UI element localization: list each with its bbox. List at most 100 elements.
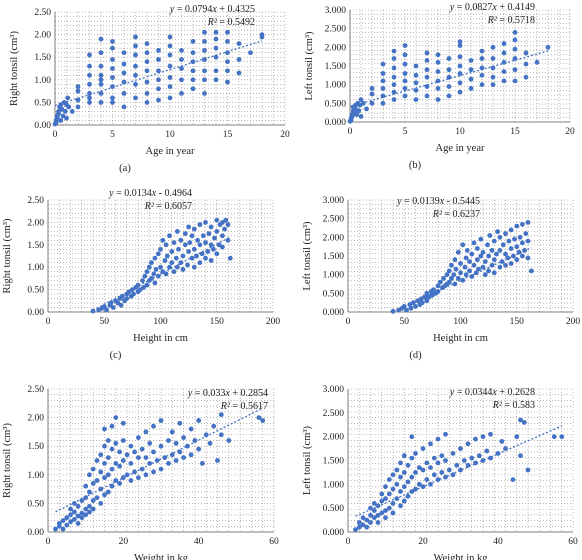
data-point: [190, 68, 196, 74]
data-point: [391, 97, 397, 102]
data-point: [402, 86, 408, 91]
y-tick-label: 0.500: [325, 99, 347, 109]
y-axis-title: Right tonsil (cm³): [2, 423, 13, 498]
data-point: [64, 522, 70, 528]
data-point: [200, 461, 205, 466]
data-point: [121, 91, 127, 96]
data-point: [144, 269, 150, 275]
data-point: [218, 412, 224, 418]
y-axis-title: Right tonsil (cm³): [2, 218, 13, 293]
data-point: [160, 237, 166, 243]
data-point: [75, 521, 81, 526]
data-point: [497, 248, 503, 253]
data-point: [413, 72, 419, 78]
data-point: [206, 231, 212, 237]
data-point: [458, 270, 463, 276]
data-point: [133, 72, 138, 78]
data-point: [113, 440, 119, 446]
data-point: [167, 233, 172, 239]
data-point: [497, 264, 503, 270]
data-point: [467, 259, 472, 264]
data-point: [173, 440, 179, 446]
data-point: [87, 52, 92, 58]
data-point: [534, 59, 540, 65]
data-point: [121, 50, 127, 56]
data-point: [446, 268, 452, 274]
data-point: [194, 253, 199, 259]
data-point: [156, 97, 161, 103]
data-point: [98, 469, 104, 475]
y-axis-title: Left tonsil (cm³): [302, 425, 313, 495]
data-point: [437, 279, 443, 285]
data-point: [446, 279, 452, 285]
data-point: [173, 458, 179, 463]
y-tick-label: 0.000: [323, 528, 345, 538]
data-point: [489, 248, 495, 253]
r-squared-label: R² = 0.6237: [432, 209, 480, 220]
data-point: [215, 458, 220, 463]
data-point: [64, 515, 70, 521]
panel-c: 0.00 0.50 1.00 1.50 2.00 2.50 0 50 100 150 200 Heig…: [2, 188, 280, 361]
data-point: [435, 97, 441, 102]
y-tick-label: 0.500: [323, 289, 345, 299]
data-point: [109, 446, 115, 452]
data-point: [117, 449, 122, 455]
data-point: [202, 91, 207, 96]
data-point: [431, 472, 437, 478]
data-point: [379, 498, 385, 504]
panel-label: (c): [110, 350, 122, 361]
data-point: [188, 452, 194, 458]
data-point: [443, 458, 448, 463]
data-point: [413, 486, 418, 492]
data-point: [503, 231, 508, 237]
data-point: [371, 508, 377, 513]
data-point: [494, 251, 499, 257]
data-point: [369, 86, 375, 91]
data-point: [435, 283, 441, 289]
data-point: [424, 298, 430, 304]
data-point: [185, 262, 190, 268]
data-point: [144, 50, 150, 56]
data-point: [523, 74, 529, 80]
data-point: [468, 67, 474, 73]
data-point: [424, 477, 430, 482]
panel-a: 0.00 0.50 1.00 1.50 2.00 2.50 0 5 10 15 20 Age in y…: [9, 4, 290, 174]
data-point: [500, 242, 506, 248]
data-point: [523, 50, 529, 56]
data-point: [402, 93, 408, 99]
data-point: [469, 455, 475, 461]
data-point: [151, 271, 157, 277]
data-point: [144, 59, 150, 65]
data-point: [508, 261, 514, 266]
data-point: [60, 518, 66, 523]
data-point: [190, 77, 196, 83]
data-point: [394, 467, 400, 473]
data-point: [190, 39, 196, 44]
trend-line: [54, 40, 263, 107]
x-tick-label: 15: [223, 130, 233, 140]
x-tick-label: 20: [119, 537, 129, 547]
data-point: [113, 461, 119, 466]
data-point: [413, 63, 419, 69]
y-tick-label: 2.500: [323, 409, 345, 419]
data-point: [506, 238, 512, 244]
data-point: [380, 78, 386, 84]
data-point: [439, 453, 445, 459]
data-point: [146, 264, 152, 270]
data-point: [141, 285, 147, 290]
data-point: [143, 472, 149, 478]
x-tick-label: 20: [565, 127, 575, 137]
data-point: [248, 50, 253, 56]
data-point: [490, 44, 496, 50]
y-tick-label: 0.00: [27, 528, 44, 538]
data-point: [467, 268, 472, 274]
y-tick-label: 1.500: [323, 252, 345, 262]
y-tick-label: 1.50: [27, 442, 44, 452]
data-point: [479, 72, 485, 78]
y-tick-label: 0.000: [323, 308, 345, 318]
data-point: [379, 510, 385, 516]
data-point: [98, 50, 104, 56]
x-tick-label: 40: [493, 537, 503, 547]
data-point: [208, 224, 214, 230]
